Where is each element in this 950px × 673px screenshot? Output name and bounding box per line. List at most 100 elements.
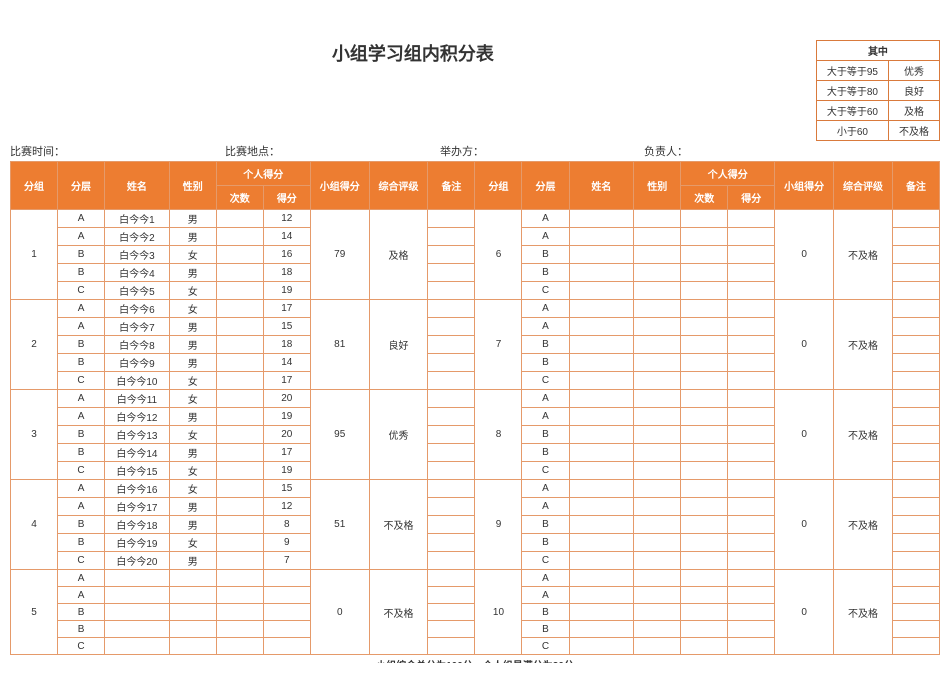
cell-remark (428, 462, 475, 480)
cell-count (216, 570, 263, 587)
cell-score: 15 (263, 480, 310, 498)
cell-remark (428, 390, 475, 408)
cell-gender (634, 604, 681, 621)
legend-label: 良好 (889, 81, 940, 101)
cell-layer: B (58, 264, 105, 282)
legend-label: 不及格 (889, 121, 940, 141)
cell-remark (892, 462, 939, 480)
cell-group: 7 (475, 300, 522, 390)
cell-gender (634, 282, 681, 300)
cell-name: 白今今1 (105, 210, 170, 228)
cell-name (105, 604, 170, 621)
table-row: 5A0不及格10A0不及格 (11, 570, 940, 587)
cell-gender (634, 408, 681, 426)
meta-leader: 负责人： (644, 143, 688, 159)
cell-name (569, 587, 634, 604)
cell-remark (428, 300, 475, 318)
cell-layer: B (58, 354, 105, 372)
cell-gender: 男 (169, 354, 216, 372)
cell-count (681, 534, 728, 552)
cell-layer: A (522, 498, 569, 516)
cell-rating: 良好 (369, 300, 428, 390)
cell-layer: A (58, 498, 105, 516)
th-name-l: 姓名 (105, 162, 170, 210)
cell-gender (634, 336, 681, 354)
cell-count (216, 552, 263, 570)
cell-remark (428, 426, 475, 444)
cell-name (569, 498, 634, 516)
footer-note: 小组综合总分为100分，个人组员满分为20分 (10, 657, 940, 663)
cell-name (569, 246, 634, 264)
cell-remark (892, 210, 939, 228)
cell-name (569, 621, 634, 638)
cell-score (728, 408, 775, 426)
cell-count (216, 444, 263, 462)
cell-group: 1 (11, 210, 58, 300)
cell-remark (428, 318, 475, 336)
cell-layer: A (522, 408, 569, 426)
cell-rating: 及格 (369, 210, 428, 300)
cell-name (569, 444, 634, 462)
meta-row: 比赛时间： 比赛地点： 举办方： 负责人： (10, 143, 940, 159)
cell-layer: A (522, 300, 569, 318)
cell-name: 白今今16 (105, 480, 170, 498)
cell-score (728, 318, 775, 336)
cell-count (681, 246, 728, 264)
cell-remark (428, 587, 475, 604)
cell-remark (428, 210, 475, 228)
cell-groupscore: 81 (310, 300, 369, 390)
cell-score: 17 (263, 300, 310, 318)
cell-score: 15 (263, 318, 310, 336)
cell-group: 9 (475, 480, 522, 570)
th-group-r: 分组 (475, 162, 522, 210)
cell-gender: 女 (169, 426, 216, 444)
cell-remark (892, 354, 939, 372)
cell-name (569, 638, 634, 655)
cell-layer: B (522, 516, 569, 534)
cell-score: 19 (263, 408, 310, 426)
cell-count (681, 498, 728, 516)
cell-count (216, 426, 263, 444)
cell-layer: C (522, 372, 569, 390)
cell-remark (428, 516, 475, 534)
cell-count (681, 570, 728, 587)
th-count-r: 次数 (681, 186, 728, 210)
cell-name: 白今今7 (105, 318, 170, 336)
cell-remark (892, 264, 939, 282)
cell-count (681, 638, 728, 655)
cell-layer: B (522, 264, 569, 282)
cell-count (216, 534, 263, 552)
cell-gender (634, 552, 681, 570)
cell-name (569, 228, 634, 246)
cell-rating: 不及格 (834, 480, 893, 570)
cell-name: 白今今9 (105, 354, 170, 372)
cell-groupscore: 0 (775, 570, 834, 655)
legend-header: 其中 (816, 41, 939, 61)
cell-layer: A (58, 300, 105, 318)
cell-count (216, 516, 263, 534)
cell-count (681, 300, 728, 318)
cell-remark (892, 570, 939, 587)
cell-score (728, 354, 775, 372)
cell-score (728, 372, 775, 390)
th-personal-r: 个人得分 (681, 162, 775, 186)
cell-name: 白今今19 (105, 534, 170, 552)
cell-count (216, 246, 263, 264)
cell-rating: 优秀 (369, 390, 428, 480)
th-name-r: 姓名 (569, 162, 634, 210)
cell-count (216, 228, 263, 246)
cell-gender (169, 638, 216, 655)
cell-score (728, 246, 775, 264)
th-count-l: 次数 (216, 186, 263, 210)
th-groupscore-r: 小组得分 (775, 162, 834, 210)
cell-remark (428, 480, 475, 498)
cell-count (216, 390, 263, 408)
cell-score (728, 570, 775, 587)
cell-count (216, 282, 263, 300)
cell-gender (169, 570, 216, 587)
cell-remark (428, 570, 475, 587)
cell-score (728, 534, 775, 552)
cell-name (105, 638, 170, 655)
cell-gender (634, 621, 681, 638)
cell-rating: 不及格 (834, 300, 893, 390)
